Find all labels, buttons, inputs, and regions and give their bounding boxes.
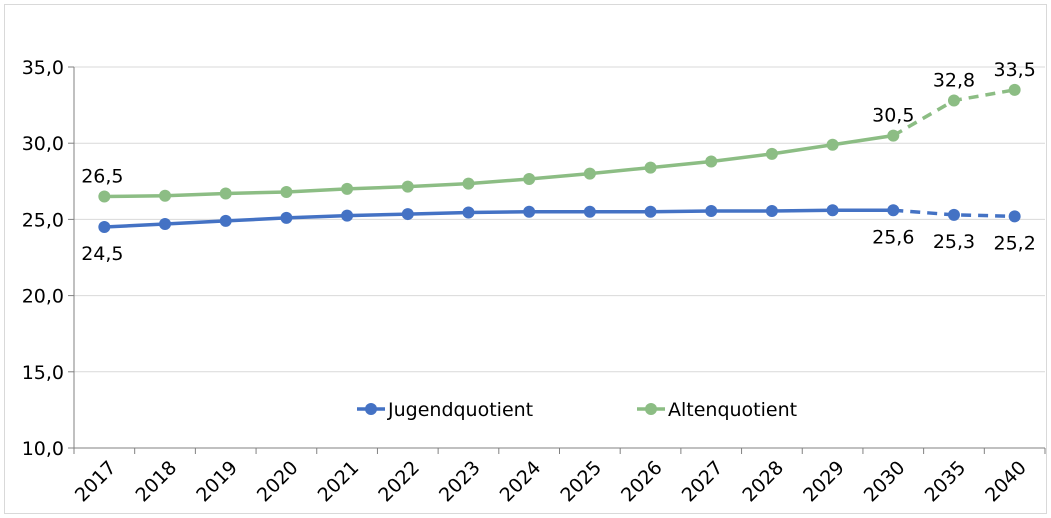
- data-point-altenquotient: [644, 161, 657, 174]
- data-point-jugendquotient: [462, 206, 475, 219]
- data-point-altenquotient: [341, 182, 354, 195]
- data-point-jugendquotient: [583, 205, 596, 218]
- data-point-altenquotient: [98, 190, 111, 203]
- legend: Jugendquotient Altenquotient: [357, 399, 797, 421]
- y-tick-label: 20,0: [22, 286, 64, 308]
- series-line-solid-altenquotient: [102, 133, 896, 199]
- legend-swatch-marker: [645, 403, 657, 415]
- data-point-jugendquotient: [644, 205, 657, 218]
- data-point-jugendquotient: [705, 205, 718, 218]
- data-point-altenquotient: [947, 94, 960, 107]
- data-point-altenquotient: [887, 129, 900, 142]
- data-point-jugendquotient: [826, 204, 839, 217]
- data-point-altenquotient: [280, 185, 293, 198]
- data-point-altenquotient: [219, 187, 232, 200]
- data-point-jugendquotient: [341, 209, 354, 222]
- data-label-altenquotient: 32,8: [933, 70, 975, 92]
- data-point-altenquotient: [705, 155, 718, 168]
- chart-border: [4, 4, 1047, 514]
- data-point-altenquotient: [159, 189, 172, 202]
- data-point-altenquotient: [523, 173, 536, 186]
- data-label-altenquotient: 26,5: [81, 166, 123, 188]
- data-point-altenquotient: [765, 147, 778, 160]
- data-point-jugendquotient: [280, 211, 293, 224]
- data-point-jugendquotient: [401, 208, 414, 221]
- axes: [68, 66, 1046, 454]
- data-point-altenquotient: [583, 167, 596, 180]
- series-line-solid-jugendquotient: [102, 208, 896, 229]
- data-point-altenquotient: [826, 138, 839, 151]
- data-point-altenquotient: [1008, 83, 1021, 96]
- data-label-jugendquotient: 24,5: [81, 243, 123, 265]
- data-label-jugendquotient: 25,6: [872, 226, 914, 248]
- data-point-altenquotient: [462, 177, 475, 190]
- y-tick-label: 30,0: [22, 133, 64, 155]
- y-tick-label: 25,0: [22, 209, 64, 231]
- legend-swatch-marker: [365, 403, 377, 415]
- data-label-altenquotient: 30,5: [872, 105, 914, 127]
- legend-label: Altenquotient: [668, 399, 797, 421]
- data-point-jugendquotient: [947, 208, 960, 221]
- data-point-jugendquotient: [887, 204, 900, 217]
- legend-label: Jugendquotient: [387, 399, 533, 421]
- data-point-altenquotient: [401, 180, 414, 193]
- data-point-jugendquotient: [219, 214, 232, 227]
- data-point-jugendquotient: [98, 221, 111, 234]
- y-tick-label: 15,0: [22, 362, 64, 384]
- y-tick-label: 10,0: [22, 438, 64, 460]
- data-point-jugendquotient: [523, 205, 536, 218]
- data-point-jugendquotient: [159, 217, 172, 230]
- data-labels: 24,5 25,6 25,3 25,2 26,5 30,5 32,8 33,5: [81, 59, 1036, 265]
- y-tick-label: 35,0: [22, 57, 64, 79]
- data-label-jugendquotient: 25,2: [994, 232, 1036, 254]
- data-label-jugendquotient: 25,3: [933, 231, 975, 253]
- y-axis-ticks: 10,0 15,0 20,0 25,0 30,0 35,0: [22, 57, 64, 460]
- data-label-altenquotient: 33,5: [994, 59, 1036, 81]
- data-point-jugendquotient: [1008, 210, 1021, 223]
- series: [98, 83, 1021, 234]
- data-point-jugendquotient: [765, 205, 778, 218]
